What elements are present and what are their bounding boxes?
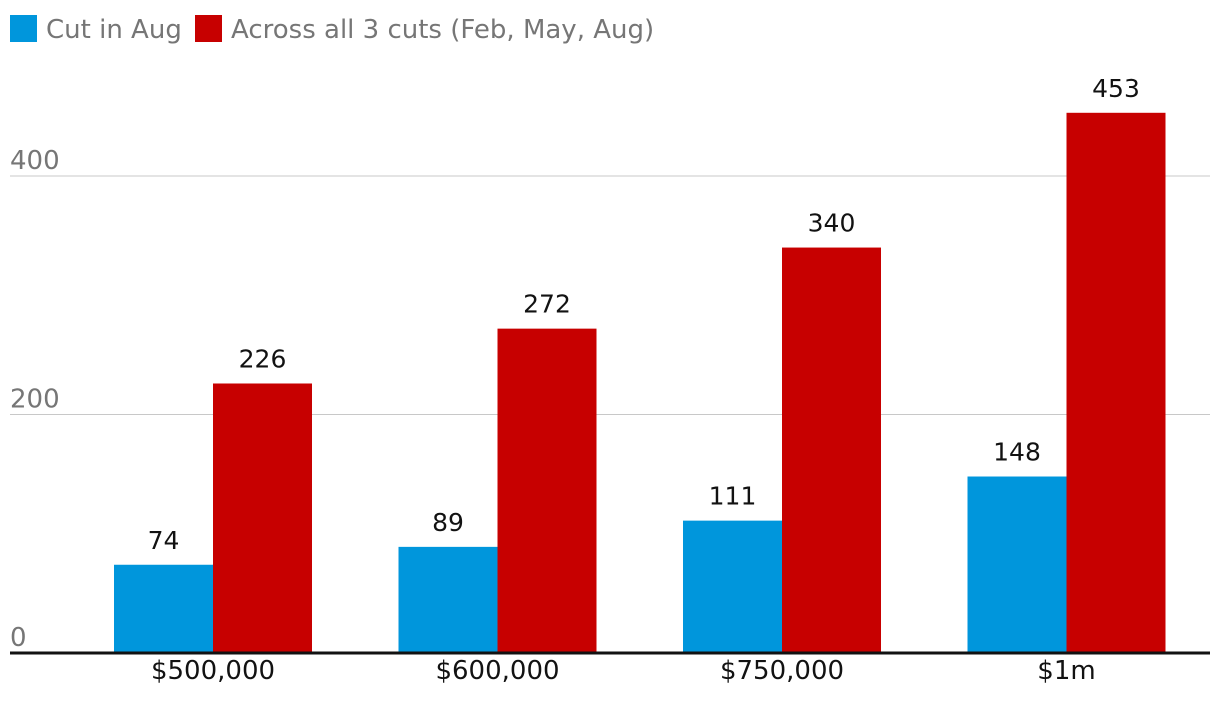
- data-label: 226: [239, 344, 287, 373]
- bar-cut-in-aug: [683, 520, 782, 653]
- category-label: $600,000: [435, 656, 559, 686]
- bar-across-all-cuts: [497, 328, 597, 653]
- legend-label-cut-in-aug: Cut in Aug: [46, 15, 182, 45]
- y-gridlines: [10, 175, 1210, 415]
- data-label: 89: [432, 508, 464, 537]
- legend-label-across-all-cuts: Across all 3 cuts (Feb, May, Aug): [231, 15, 654, 45]
- bar-across-all-cuts: [213, 383, 312, 653]
- legend-swatch-across-all-cuts: [195, 15, 222, 42]
- data-label: 111: [709, 482, 757, 511]
- data-label: 272: [523, 290, 571, 319]
- y-tick-label: 400: [10, 146, 60, 176]
- legend-swatch-cut-in-aug: [10, 15, 37, 42]
- category-labels: $500,000 $600,000 $750,000 $1m: [151, 656, 1096, 686]
- bar-across-all-cuts: [1066, 112, 1166, 654]
- legend-item-cut-in-aug: Cut in Aug: [10, 15, 182, 45]
- legend-item-across-all-cuts: Across all 3 cuts (Feb, May, Aug): [195, 15, 654, 45]
- y-tick-label: 0: [10, 623, 27, 653]
- bars: [114, 112, 1166, 654]
- category-label: $500,000: [151, 656, 275, 686]
- bar-cut-in-aug: [114, 564, 213, 653]
- data-label: 340: [808, 209, 856, 238]
- legend: Cut in Aug Across all 3 cuts (Feb, May, …: [10, 15, 654, 45]
- bar-cut-in-aug: [967, 476, 1067, 653]
- bar-cut-in-aug: [398, 546, 498, 653]
- y-tick-label: 200: [10, 385, 60, 415]
- data-label: 74: [148, 526, 180, 555]
- data-labels: 74 226 89 272 111 340 148 453: [148, 74, 1140, 555]
- bar-across-all-cuts: [782, 247, 881, 654]
- category-label: $750,000: [720, 656, 844, 686]
- data-label: 148: [993, 438, 1041, 467]
- data-label: 453: [1092, 74, 1140, 103]
- category-label: $1m: [1037, 656, 1095, 686]
- y-tick-labels: 0 200 400: [10, 146, 60, 653]
